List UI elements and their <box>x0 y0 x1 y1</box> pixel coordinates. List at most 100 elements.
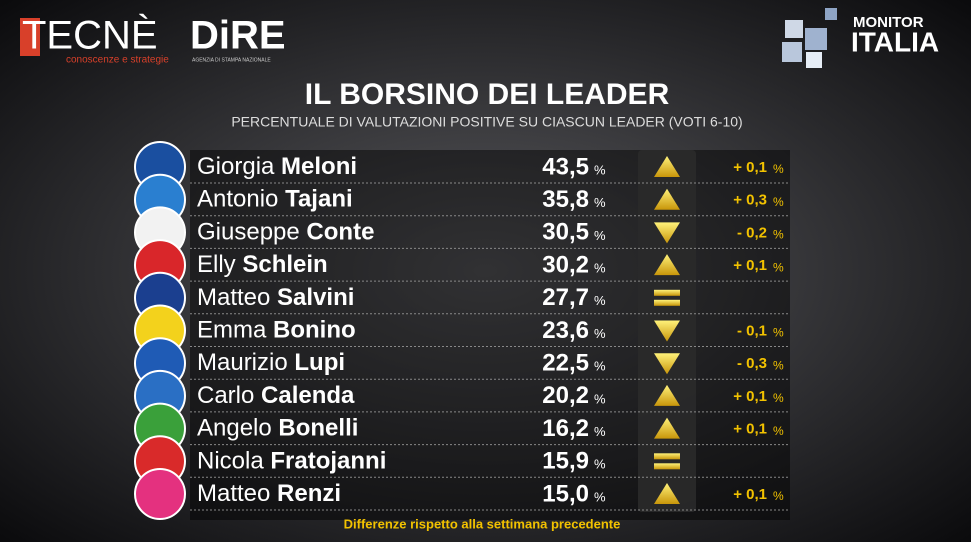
first-name: Nicola <box>197 448 264 475</box>
change: - 0,2 <box>737 224 767 241</box>
first-name: Angelo <box>197 415 272 442</box>
first-name: Matteo <box>197 480 270 507</box>
title: IL BORSINO DEI LEADER <box>305 78 670 111</box>
leader-name: Carlo Calenda <box>197 382 355 409</box>
first-name: Elly <box>197 251 236 278</box>
value-unit: % <box>594 391 606 406</box>
first-name: Matteo <box>197 284 270 311</box>
first-name: Antonio <box>197 186 278 213</box>
subtitle: PERCENTUALE DI VALUTAZIONI POSITIVE SU C… <box>231 114 742 130</box>
trend-up <box>654 156 680 177</box>
last-name: Calenda <box>261 382 355 409</box>
last-name: Renzi <box>277 480 341 507</box>
first-name: Giuseppe <box>197 219 300 246</box>
change-unit: % <box>773 195 784 209</box>
trend-up <box>654 483 680 504</box>
tecne-mark <box>20 18 40 56</box>
trend-equal <box>654 453 680 460</box>
change-unit: % <box>773 424 784 438</box>
value-unit: % <box>594 195 606 210</box>
change-unit: % <box>773 162 784 176</box>
change: + 0,1 <box>733 257 767 274</box>
change: - 0,3 <box>737 355 767 372</box>
change-unit: % <box>773 326 784 340</box>
value: 27,7 <box>542 284 589 311</box>
brand-mid-tagline: AGENZIA DI STAMPA NAZIONALE <box>192 57 271 63</box>
row: Matteo Renzi 15,0% + 0,1% <box>134 468 790 520</box>
value: 15,0 <box>542 480 589 507</box>
change-unit: % <box>773 260 784 274</box>
change: + 0,1 <box>733 159 767 176</box>
value: 20,2 <box>542 382 589 409</box>
row: Giuseppe Conte 30,5% - 0,2% <box>134 206 790 259</box>
value: 16,2 <box>542 415 589 442</box>
trend-up <box>654 188 680 210</box>
first-name: Carlo <box>197 382 254 409</box>
brand-right-bottom: ITALIA <box>851 26 939 57</box>
value-unit: % <box>594 457 606 472</box>
value: 30,2 <box>542 251 589 278</box>
last-name: Schlein <box>242 251 327 278</box>
value-unit: % <box>594 293 606 308</box>
value: 43,5 <box>542 153 589 180</box>
change: - 0,1 <box>737 322 767 339</box>
change: + 0,1 <box>733 486 767 503</box>
value-unit: % <box>594 228 606 243</box>
change: + 0,3 <box>733 192 767 209</box>
last-name: Tajani <box>285 186 353 213</box>
leader-name: Maurizio Lupi <box>197 350 345 377</box>
table: Giorgia Meloni 43,5% + 0,1 % Antonio Tajani 3… <box>134 141 790 520</box>
leader-name: Matteo Salvini <box>197 284 354 311</box>
trend-down <box>654 353 680 375</box>
change-unit: % <box>773 358 784 372</box>
trend-equal <box>654 289 680 296</box>
leader-name: Giorgia Meloni <box>197 153 357 180</box>
first-name: Emma <box>197 317 267 344</box>
brand-left: TECNÈ <box>22 13 158 58</box>
trend-up <box>654 384 680 406</box>
trend-down <box>654 320 680 342</box>
change-unit: % <box>773 228 784 242</box>
last-name: Salvini <box>277 284 354 311</box>
last-name: Fratojanni <box>270 448 386 475</box>
row: Maurizio Lupi 22,5% - 0,3% <box>134 337 790 390</box>
first-name: Maurizio <box>197 350 288 377</box>
change: + 0,1 <box>733 421 767 438</box>
change: + 0,1 <box>733 388 767 405</box>
trend-up <box>654 254 680 276</box>
party-logo <box>134 468 186 520</box>
last-name: Lupi <box>294 350 345 377</box>
trend-equal <box>654 463 680 470</box>
trend-down <box>654 222 680 244</box>
value: 15,9 <box>542 448 589 475</box>
change-unit: % <box>773 489 784 503</box>
leader-name: Angelo Bonelli <box>197 415 358 442</box>
value-unit: % <box>594 261 606 276</box>
leader-name: Antonio Tajani <box>197 186 353 213</box>
last-name: Meloni <box>281 153 357 180</box>
value: 35,8 <box>542 186 589 213</box>
monitor-cubes <box>782 8 837 68</box>
last-name: Bonino <box>273 317 356 344</box>
leader-name: Emma Bonino <box>197 317 356 344</box>
trend-up <box>654 417 680 439</box>
first-name: Giorgia <box>197 153 275 180</box>
leader-name: Matteo Renzi <box>197 480 341 507</box>
value-unit: % <box>594 162 606 177</box>
value: 30,5 <box>542 219 589 246</box>
trend-equal <box>654 299 680 306</box>
value: 23,6 <box>542 317 589 344</box>
last-name: Bonelli <box>278 415 358 442</box>
value: 22,5 <box>542 350 589 377</box>
row: Nicola Fratojanni 15,9% <box>134 435 790 488</box>
leader-name: Nicola Fratojanni <box>197 448 386 475</box>
last-name: Conte <box>306 219 374 246</box>
brand-right-top: MONITOR <box>853 14 924 31</box>
change-unit: % <box>773 391 784 405</box>
leader-name: Giuseppe Conte <box>197 219 374 246</box>
value-unit: % <box>594 424 606 439</box>
leader-name: Elly Schlein <box>197 251 328 278</box>
value-unit: % <box>594 326 606 341</box>
